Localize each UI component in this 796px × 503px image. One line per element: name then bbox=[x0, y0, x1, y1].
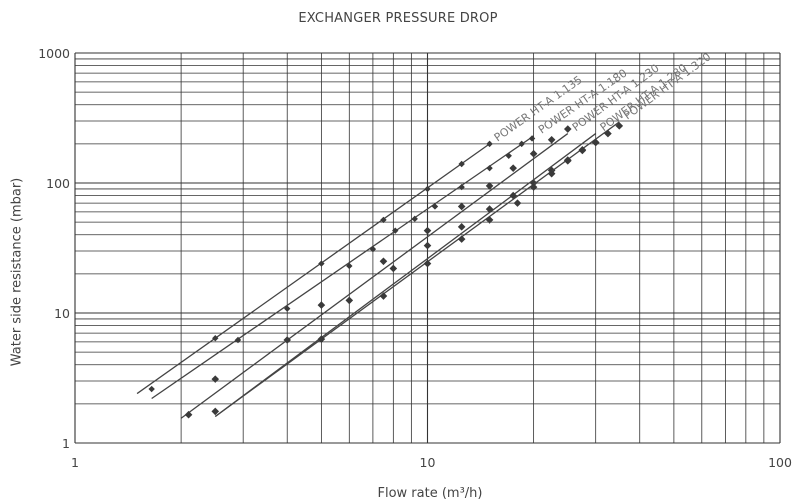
series-group: POWER HT-A 1.280 bbox=[211, 61, 689, 417]
series-group: POWER HT-A 1.180 bbox=[151, 67, 629, 400]
data-point bbox=[458, 160, 465, 168]
x-axis-label: Flow rate (m³/h) bbox=[377, 486, 483, 501]
data-point bbox=[411, 215, 418, 223]
data-point bbox=[529, 183, 538, 191]
data-point bbox=[317, 301, 326, 309]
data-point bbox=[485, 216, 494, 224]
data-point bbox=[379, 292, 388, 300]
x-tick-label: 10 bbox=[420, 455, 436, 470]
data-point bbox=[380, 216, 387, 224]
data-point bbox=[457, 223, 466, 231]
series-line bbox=[136, 143, 490, 395]
data-point bbox=[457, 235, 466, 243]
data-point bbox=[423, 259, 432, 268]
data-point bbox=[211, 407, 220, 416]
chart-title: EXCHANGER PRESSURE DROP bbox=[298, 11, 498, 26]
data-point bbox=[424, 185, 431, 193]
series-line bbox=[214, 121, 620, 417]
series-line bbox=[214, 133, 597, 417]
data-point bbox=[485, 182, 494, 190]
data-point bbox=[518, 140, 525, 148]
data-point bbox=[431, 203, 439, 210]
data-point bbox=[591, 138, 600, 147]
data-point bbox=[529, 149, 538, 158]
data-point bbox=[509, 164, 517, 172]
data-point bbox=[529, 179, 538, 187]
y-tick-label: 100 bbox=[46, 176, 70, 191]
data-point bbox=[317, 335, 326, 343]
data-point bbox=[547, 169, 556, 178]
data-point bbox=[423, 241, 432, 250]
data-point bbox=[486, 140, 493, 148]
data-point bbox=[346, 262, 353, 270]
data-point bbox=[318, 260, 325, 267]
data-point bbox=[345, 296, 354, 305]
data-point bbox=[148, 385, 155, 393]
data-point bbox=[457, 202, 466, 211]
y-tick-label: 1000 bbox=[38, 46, 70, 61]
data-point bbox=[212, 334, 219, 342]
data-point bbox=[528, 135, 536, 142]
series-line bbox=[151, 135, 534, 400]
data-point bbox=[604, 129, 612, 138]
data-point bbox=[234, 336, 242, 344]
data-point bbox=[615, 122, 624, 130]
data-point bbox=[547, 135, 556, 144]
data-point bbox=[563, 157, 572, 165]
x-tick-label: 100 bbox=[768, 455, 792, 470]
data-point bbox=[379, 257, 388, 266]
data-point bbox=[369, 245, 377, 253]
y-tick-label: 1 bbox=[62, 436, 70, 451]
data-point bbox=[283, 336, 292, 344]
data-point bbox=[184, 410, 193, 419]
data-point bbox=[458, 183, 465, 191]
data-point bbox=[486, 164, 493, 172]
data-point bbox=[485, 205, 494, 213]
data-point bbox=[578, 146, 587, 155]
data-point bbox=[505, 152, 512, 159]
series-line bbox=[180, 133, 569, 419]
data-point bbox=[513, 199, 522, 207]
data-point bbox=[211, 375, 220, 383]
x-tick-label: 1 bbox=[71, 455, 79, 470]
data-point bbox=[423, 226, 432, 235]
data-point bbox=[389, 264, 398, 273]
data-point bbox=[563, 125, 572, 133]
data-point bbox=[284, 305, 291, 312]
y-tick-label: 10 bbox=[54, 306, 70, 321]
data-point bbox=[509, 191, 517, 200]
data-point bbox=[392, 227, 399, 234]
tick-labels: 1 10 100 1 10 100 1000 bbox=[38, 46, 792, 470]
series-group: POWER HT-A 1.320 bbox=[214, 50, 713, 417]
